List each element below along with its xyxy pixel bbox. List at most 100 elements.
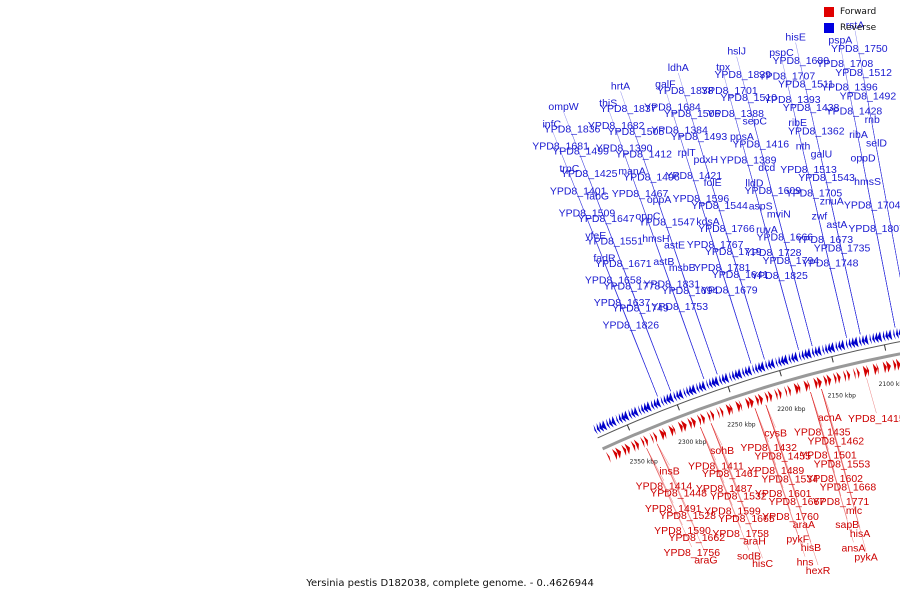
reverse-gene-label: hmsH: [642, 233, 669, 245]
forward-feature-arrow: [885, 360, 891, 373]
reverse-feature-arrow: [817, 345, 822, 356]
forward-gene-label: ansA: [841, 542, 865, 554]
reverse-gene-label: oppC: [635, 211, 661, 223]
forward-feature-arrow: [605, 451, 611, 463]
forward-feature-arrow: [823, 375, 828, 387]
reverse-gene-label: YPD8_1679: [701, 285, 758, 297]
forward-feature-arrow: [767, 390, 773, 403]
forward-leader-line: [646, 448, 692, 548]
forward-feature-arrow: [892, 359, 897, 372]
forward-gene-label: YPD8_1602: [806, 473, 863, 485]
reverse-feature-arrow: [840, 339, 846, 351]
reverse-feature-arrow: [765, 360, 769, 371]
forward-feature-arrow: [640, 436, 645, 448]
reverse-feature-arrow: [686, 386, 691, 397]
reverse-gene-label: infC: [542, 118, 561, 130]
reverse-gene-label: galU: [811, 149, 833, 161]
forward-feature-arrow: [744, 397, 750, 410]
reverse-feature-arrow: [798, 350, 802, 362]
forward-feature-arrow: [709, 409, 715, 422]
forward-gene-label: YPD8_1415: [848, 413, 900, 425]
forward-leader-line: [754, 408, 806, 557]
forward-gene-label: YPD8_1528: [659, 510, 716, 522]
forward-leader-line: [656, 443, 670, 466]
forward-gene-label: sapB: [835, 519, 859, 531]
forward-feature-arrow: [813, 377, 818, 390]
forward-gene-label: araG: [694, 554, 717, 566]
reverse-gene-label: YPD8_1393: [764, 94, 821, 106]
reverse-feature-arrow: [673, 391, 678, 402]
reverse-gene-label: YPD8_1511: [778, 78, 834, 90]
reverse-feature-arrow: [709, 378, 713, 389]
reverse-feature-arrow: [853, 336, 859, 348]
reverse-gene-label: YPD8_1493: [671, 131, 728, 143]
reverse-feature-arrow: [696, 382, 701, 394]
reverse-feature-arrow: [656, 397, 662, 408]
reverse-gene-label: oppA: [647, 194, 672, 206]
tick-label: 2250 kbp: [727, 421, 755, 428]
reverse-feature-arrow: [869, 333, 873, 345]
reverse-feature-arrow: [872, 332, 876, 344]
reverse-gene-label: rnb: [865, 114, 880, 126]
forward-feature-arrow: [806, 379, 810, 392]
forward-gene-label: YPD8_1599: [704, 505, 761, 517]
reverse-gene-label: selD: [866, 138, 887, 150]
reverse-gene-label: YPD8_1641: [712, 269, 769, 281]
reverse-gene-label: YPD8_1666: [757, 232, 814, 244]
reverse-feature-arrow: [760, 361, 766, 372]
reverse-gene-label: YPD8_1704: [844, 200, 900, 212]
reverse-gene-label: YPD8_1839: [714, 69, 771, 81]
reverse-gene-label: YPD8_1794: [763, 255, 820, 267]
reverse-feature-arrow: [714, 375, 720, 387]
reverse-feature-arrow: [631, 407, 636, 418]
reverse-feature-arrow: [783, 354, 789, 365]
forward-feature-arrow: [661, 427, 667, 439]
reverse-feature-arrow: [721, 373, 727, 385]
reverse-gene-label: ruvA: [756, 224, 778, 236]
forward-swatch: [824, 7, 834, 17]
forward-gene-label: YPD8_1760: [762, 511, 819, 523]
reverse-gene-label: manA: [618, 165, 645, 177]
tick-label: 2300 kbp: [678, 439, 706, 446]
reverse-gene-label: hisE: [785, 32, 805, 44]
legend-forward-label: Forward: [840, 7, 877, 17]
reverse-gene-label: pspC: [769, 47, 794, 59]
forward-feature-arrow: [777, 387, 782, 400]
reverse-feature-arrow: [663, 394, 668, 406]
reverse-gene-label: YPD8_1499: [552, 146, 609, 158]
reverse-feature-arrow: [683, 387, 688, 398]
forward-feature-arrow: [735, 401, 741, 413]
reverse-gene-label: YPD8_1694: [662, 285, 719, 297]
forward-feature-arrow: [876, 362, 879, 375]
reverse-feature-arrow: [885, 329, 889, 341]
reverse-gene-label: YPD8_1748: [802, 257, 859, 269]
reverse-gene-label: YPD8_1807: [848, 223, 900, 235]
reverse-gene-label: YPD8_1680: [772, 55, 829, 67]
reverse-gene-label: YPD8_1831: [643, 278, 700, 290]
reverse-gene-label: YPD8_1544: [691, 200, 748, 212]
reverse-gene-label: YPD8_1637: [594, 297, 651, 309]
forward-leader-line: [656, 443, 707, 555]
reverse-feature-arrow: [742, 367, 746, 378]
reverse-gene-label: YPD8_1505: [608, 126, 665, 138]
forward-gene-label: hisC: [752, 558, 773, 570]
reverse-feature-arrow: [660, 396, 665, 407]
forward-feature-arrow: [615, 447, 622, 459]
forward-feature-arrow: [630, 440, 636, 452]
reverse-feature-arrow: [830, 341, 836, 353]
reverse-feature-arrow: [846, 338, 849, 350]
backbone-inner: [601, 352, 900, 451]
forward-feature-arrow: [728, 403, 733, 415]
reverse-feature-arrow: [706, 379, 710, 390]
reverse-gene-label: zwf: [811, 211, 827, 223]
reverse-gene-label: YPD8_1416: [732, 139, 789, 151]
tick-mark: [779, 370, 782, 377]
reverse-feature-arrow: [874, 332, 879, 343]
reverse-leader-line: [665, 89, 752, 364]
reverse-gene-label: astB: [653, 256, 674, 268]
forward-gene-label: YPD8_1532: [710, 490, 767, 502]
reverse-gene-label: YPD8_1492: [840, 90, 897, 102]
reverse-feature-arrow: [676, 389, 681, 401]
